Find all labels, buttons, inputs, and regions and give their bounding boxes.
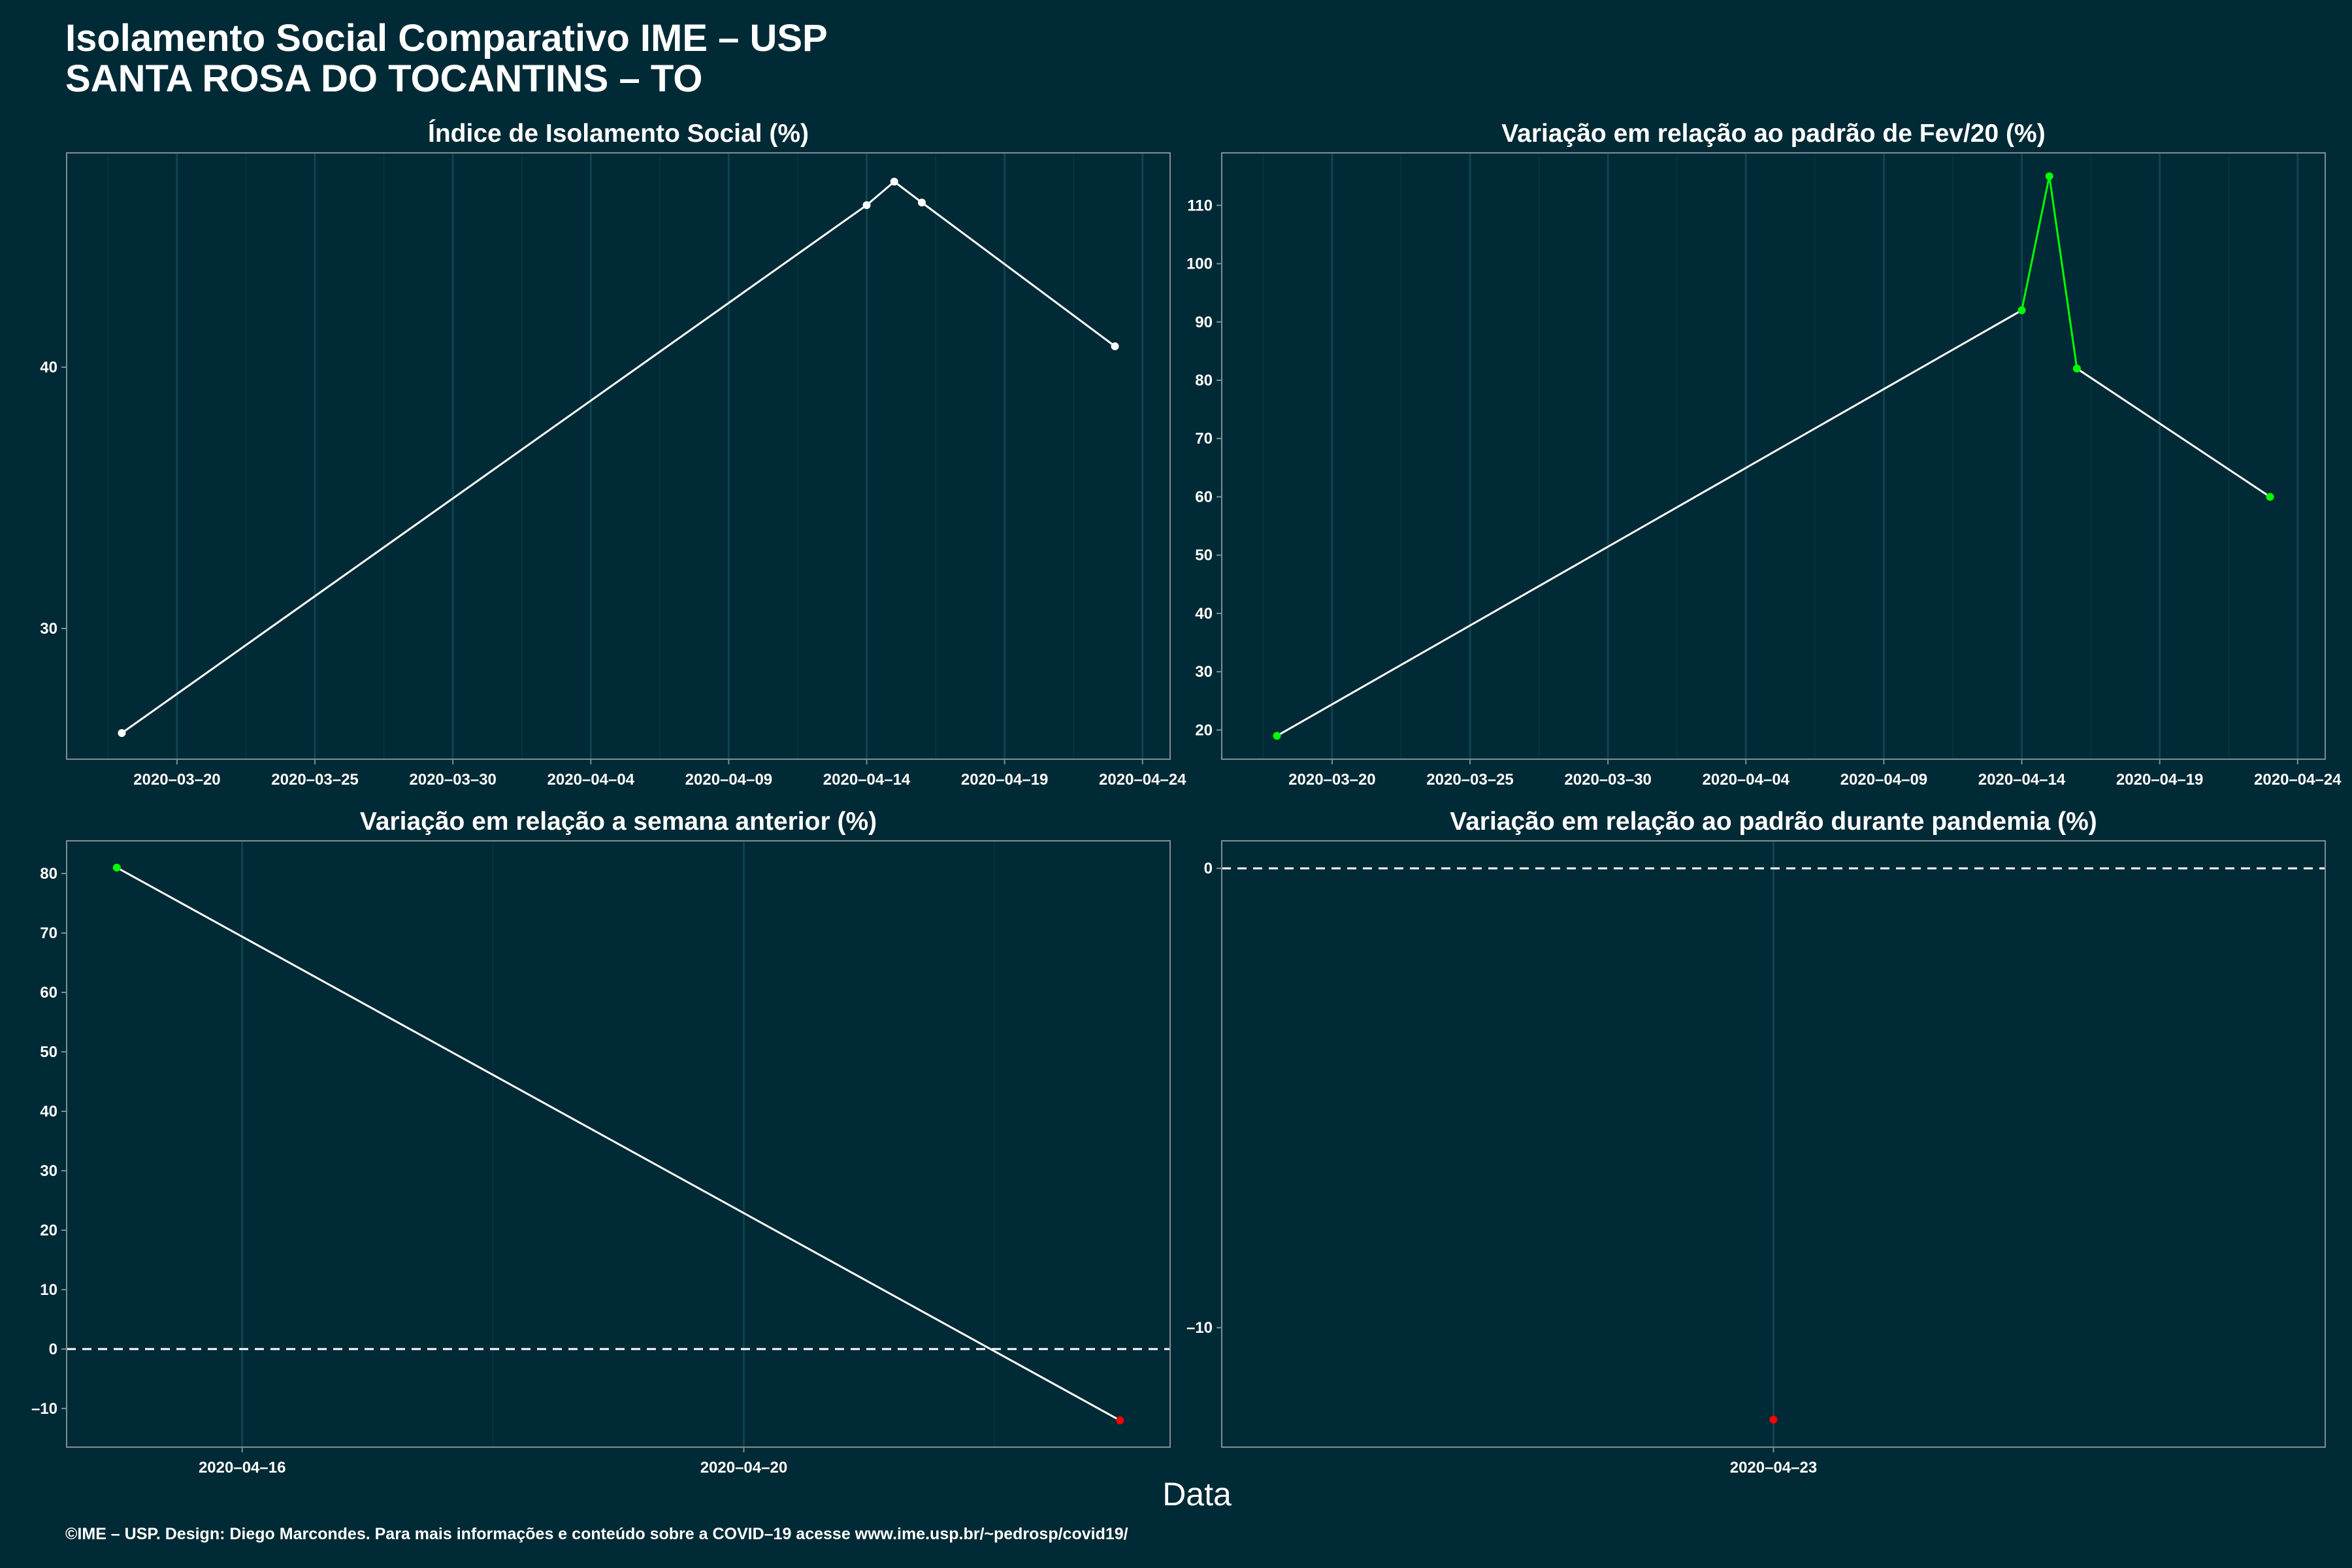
series-line-segment bbox=[121, 204, 868, 734]
y-tick-label: 20 bbox=[40, 1222, 57, 1239]
y-tick-label: 100 bbox=[1186, 255, 1213, 273]
y-tick-label: 0 bbox=[1204, 860, 1213, 877]
x-tick-label: 2020–04–19 bbox=[961, 771, 1048, 789]
panel-title: Índice de Isolamento Social (%) bbox=[428, 119, 809, 148]
y-tick-label: 50 bbox=[40, 1043, 57, 1061]
series-line-segment bbox=[2076, 367, 2271, 498]
chart-panels: Índice de Isolamento Social (%) 2020–03–2… bbox=[31, 119, 2342, 1477]
x-tick-label: 2020–04–20 bbox=[700, 1459, 787, 1477]
panel-title: Variação em relação ao padrão de Fev/20 … bbox=[1501, 120, 2045, 148]
data-point bbox=[1769, 1415, 1778, 1424]
y-tick-label: 20 bbox=[1195, 721, 1213, 739]
y-tick-label: 80 bbox=[40, 865, 57, 883]
x-tick-label: 2020–03–25 bbox=[271, 771, 358, 789]
data-point bbox=[2266, 493, 2274, 501]
data-point bbox=[917, 199, 926, 206]
series-line-segment bbox=[1276, 309, 2023, 737]
x-tick-label: 2020–03–20 bbox=[133, 771, 220, 789]
panel-border bbox=[66, 840, 1171, 1448]
panel-border bbox=[66, 152, 1171, 760]
x-tick-label: 2020–04–04 bbox=[1703, 771, 1790, 789]
series-line-segment bbox=[116, 866, 1120, 1422]
y-tick-label: 80 bbox=[1195, 372, 1213, 389]
panel-title: Variação em relação a semana anterior (%… bbox=[360, 808, 877, 836]
y-tick-label: –10 bbox=[31, 1400, 57, 1418]
figure-title-line2: SANTA ROSA DO TOCANTINS – TO bbox=[65, 57, 702, 100]
y-tick-label: 40 bbox=[40, 1103, 57, 1120]
y-tick-label: 10 bbox=[40, 1281, 57, 1299]
x-tick-label: 2020–03–30 bbox=[409, 771, 496, 789]
x-tick-label: 2020–03–30 bbox=[1564, 771, 1651, 789]
series-line-segment bbox=[893, 180, 923, 204]
figure-title-line1: Isolamento Social Comparativo IME – USP bbox=[65, 17, 828, 59]
chart-panel-4: Variação em relação ao padrão durante pa… bbox=[1186, 808, 2326, 1477]
y-tick-label: 30 bbox=[40, 1162, 57, 1180]
series-line-segment bbox=[2048, 176, 2078, 369]
panel-border bbox=[1221, 152, 2326, 760]
x-tick-label: 2020–04–04 bbox=[547, 771, 635, 789]
x-tick-label: 2020–04–24 bbox=[2254, 771, 2342, 789]
panel-title: Variação em relação ao padrão durante pa… bbox=[1450, 808, 2097, 836]
series-line-segment bbox=[921, 201, 1116, 348]
data-point bbox=[118, 729, 126, 737]
x-tick-label: 2020–03–25 bbox=[1426, 771, 1513, 789]
y-tick-label: 30 bbox=[40, 620, 57, 638]
x-tick-label: 2020–04–09 bbox=[685, 771, 772, 789]
x-tick-label: 2020–03–20 bbox=[1288, 771, 1375, 789]
data-point bbox=[112, 863, 121, 872]
y-tick-label: 70 bbox=[1195, 430, 1213, 448]
data-point bbox=[2072, 365, 2081, 373]
y-tick-label: 110 bbox=[1187, 197, 1213, 214]
y-tick-label: 60 bbox=[40, 984, 57, 1002]
series-line-segment bbox=[2021, 176, 2051, 311]
y-tick-label: 60 bbox=[1195, 488, 1213, 506]
x-tick-label: 2020–04–14 bbox=[1978, 771, 2066, 789]
y-tick-label: –10 bbox=[1186, 1319, 1213, 1337]
y-tick-label: 40 bbox=[40, 359, 57, 376]
x-tick-label: 2020–04–14 bbox=[823, 771, 911, 789]
x-tick-label: 2020–04–09 bbox=[1840, 771, 1927, 789]
x-tick-label: 2020–04–23 bbox=[1730, 1459, 1817, 1477]
x-axis-label: Data bbox=[1162, 1476, 1232, 1512]
y-tick-label: 50 bbox=[1195, 547, 1213, 564]
x-tick-label: 2020–04–24 bbox=[1099, 771, 1186, 789]
data-point bbox=[1116, 1416, 1124, 1425]
y-tick-label: 40 bbox=[1195, 605, 1213, 623]
y-tick-label: 70 bbox=[40, 924, 57, 942]
y-tick-label: 90 bbox=[1195, 314, 1213, 331]
data-point bbox=[2045, 172, 2053, 180]
x-tick-label: 2020–04–16 bbox=[199, 1459, 286, 1477]
data-point bbox=[1111, 342, 1119, 350]
series-line-segment bbox=[866, 180, 895, 206]
x-tick-label: 2020–04–19 bbox=[2116, 771, 2203, 789]
data-point bbox=[1273, 732, 1281, 740]
footer-caption: ©IME – USP. Design: Diego Marcondes. Par… bbox=[65, 1525, 1128, 1543]
data-point bbox=[2017, 306, 2026, 314]
chart-panel-3: Variação em relação a semana anterior (%… bbox=[31, 808, 1171, 1477]
chart-panel-1: Índice de Isolamento Social (%) 2020–03–2… bbox=[40, 119, 1186, 789]
data-point bbox=[890, 178, 898, 186]
y-tick-label: 30 bbox=[1195, 663, 1213, 681]
chart-panel-2: Variação em relação ao padrão de Fev/20 … bbox=[1186, 120, 2342, 789]
data-point bbox=[862, 201, 871, 209]
y-tick-label: 0 bbox=[49, 1341, 57, 1358]
